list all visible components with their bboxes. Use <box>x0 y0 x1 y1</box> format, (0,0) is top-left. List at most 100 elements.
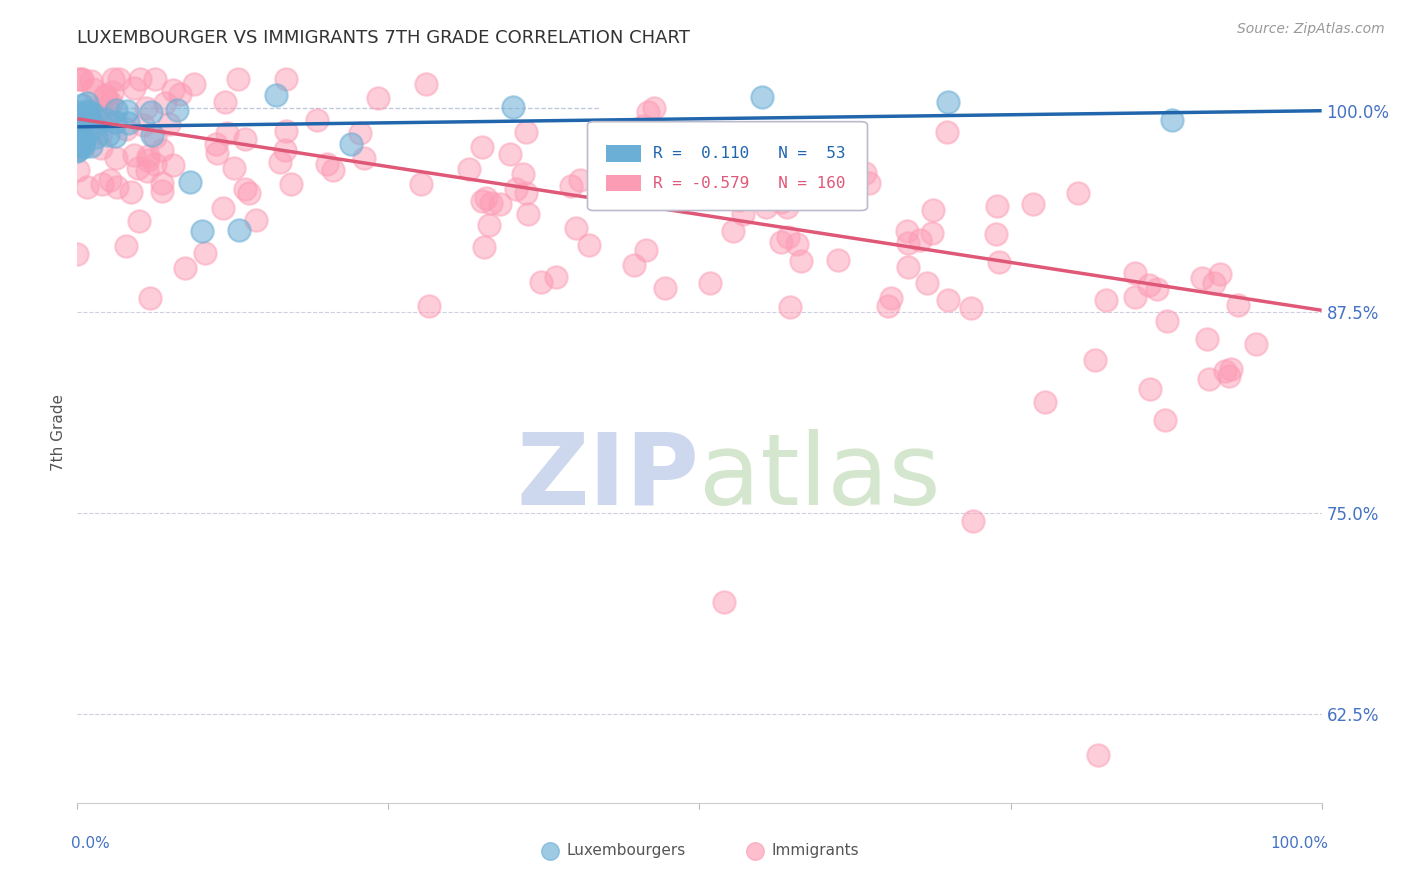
Point <box>97 103 120 117</box>
Point <box>150 176 173 190</box>
Point <box>530 275 553 289</box>
Point <box>115 239 138 253</box>
Point <box>1022 197 1045 211</box>
Point <box>129 71 152 86</box>
Point <box>274 143 297 157</box>
Point <box>80 115 103 129</box>
Point <box>936 95 959 110</box>
Point <box>1244 337 1267 351</box>
Point <box>120 185 142 199</box>
Point <box>90 141 112 155</box>
Point <box>162 158 184 172</box>
Point <box>72 136 94 151</box>
Point <box>66 144 89 158</box>
Point <box>478 218 501 232</box>
Point <box>936 125 959 139</box>
Point <box>315 157 337 171</box>
Point <box>66 126 89 140</box>
Point <box>233 132 256 146</box>
Point <box>1067 186 1090 200</box>
Point <box>207 145 229 160</box>
Point <box>115 103 138 118</box>
Point <box>79 105 101 120</box>
Point <box>681 130 703 145</box>
Point <box>546 269 568 284</box>
Point <box>191 223 214 237</box>
Point <box>82 107 104 121</box>
Point <box>502 100 524 114</box>
Point <box>1137 277 1160 292</box>
Point <box>786 237 808 252</box>
Point <box>1226 298 1249 312</box>
Point <box>479 195 502 210</box>
Point <box>515 186 537 200</box>
Point <box>70 97 93 112</box>
Point <box>139 105 162 120</box>
Point <box>70 137 93 152</box>
Point <box>108 71 131 86</box>
Point <box>1033 395 1056 409</box>
Text: Immigrants: Immigrants <box>772 844 859 858</box>
Point <box>73 133 96 147</box>
Point <box>280 177 302 191</box>
Point <box>353 151 375 165</box>
Point <box>66 118 89 132</box>
Point <box>104 115 127 129</box>
Point <box>568 173 591 187</box>
Point <box>122 147 145 161</box>
Point <box>897 235 920 250</box>
Point <box>66 105 89 120</box>
Point <box>498 147 520 161</box>
Point <box>117 116 139 130</box>
Point <box>96 93 118 107</box>
Point <box>266 88 288 103</box>
Point <box>143 157 166 171</box>
Point <box>179 175 201 189</box>
Point <box>66 120 89 135</box>
Point <box>79 74 101 88</box>
Point <box>98 173 121 187</box>
Point <box>104 129 127 144</box>
Point <box>67 120 90 134</box>
Text: Luxembourgers: Luxembourgers <box>567 844 686 858</box>
Point <box>72 110 94 124</box>
Point <box>755 201 778 215</box>
Point <box>274 71 297 86</box>
Point <box>1146 282 1168 296</box>
Point <box>896 224 918 238</box>
Point <box>73 114 96 128</box>
Point <box>67 115 90 129</box>
Point <box>132 118 155 132</box>
Point <box>962 514 984 528</box>
Point <box>204 136 226 151</box>
Point <box>143 71 166 86</box>
Point <box>115 121 138 136</box>
Point <box>1139 382 1161 396</box>
Point <box>713 594 735 608</box>
Point <box>143 130 166 145</box>
Point <box>1198 372 1220 386</box>
Point <box>150 144 173 158</box>
Point <box>457 161 479 176</box>
Point <box>135 101 157 115</box>
Point <box>1154 413 1177 427</box>
Point <box>222 161 245 175</box>
Point <box>489 197 512 211</box>
Point <box>97 128 120 142</box>
Point <box>72 139 94 153</box>
Point <box>1204 277 1226 291</box>
Point <box>162 83 184 97</box>
Point <box>136 149 159 163</box>
Point <box>367 90 389 104</box>
Point <box>915 277 938 291</box>
Point <box>104 151 127 165</box>
Point <box>637 104 659 119</box>
Text: ZIP: ZIP <box>516 428 700 525</box>
Point <box>128 214 150 228</box>
Y-axis label: 7th Grade: 7th Grade <box>51 394 66 471</box>
Point <box>70 71 93 86</box>
Point <box>87 108 110 122</box>
Point <box>183 77 205 91</box>
Point <box>776 229 799 244</box>
Point <box>94 88 117 103</box>
